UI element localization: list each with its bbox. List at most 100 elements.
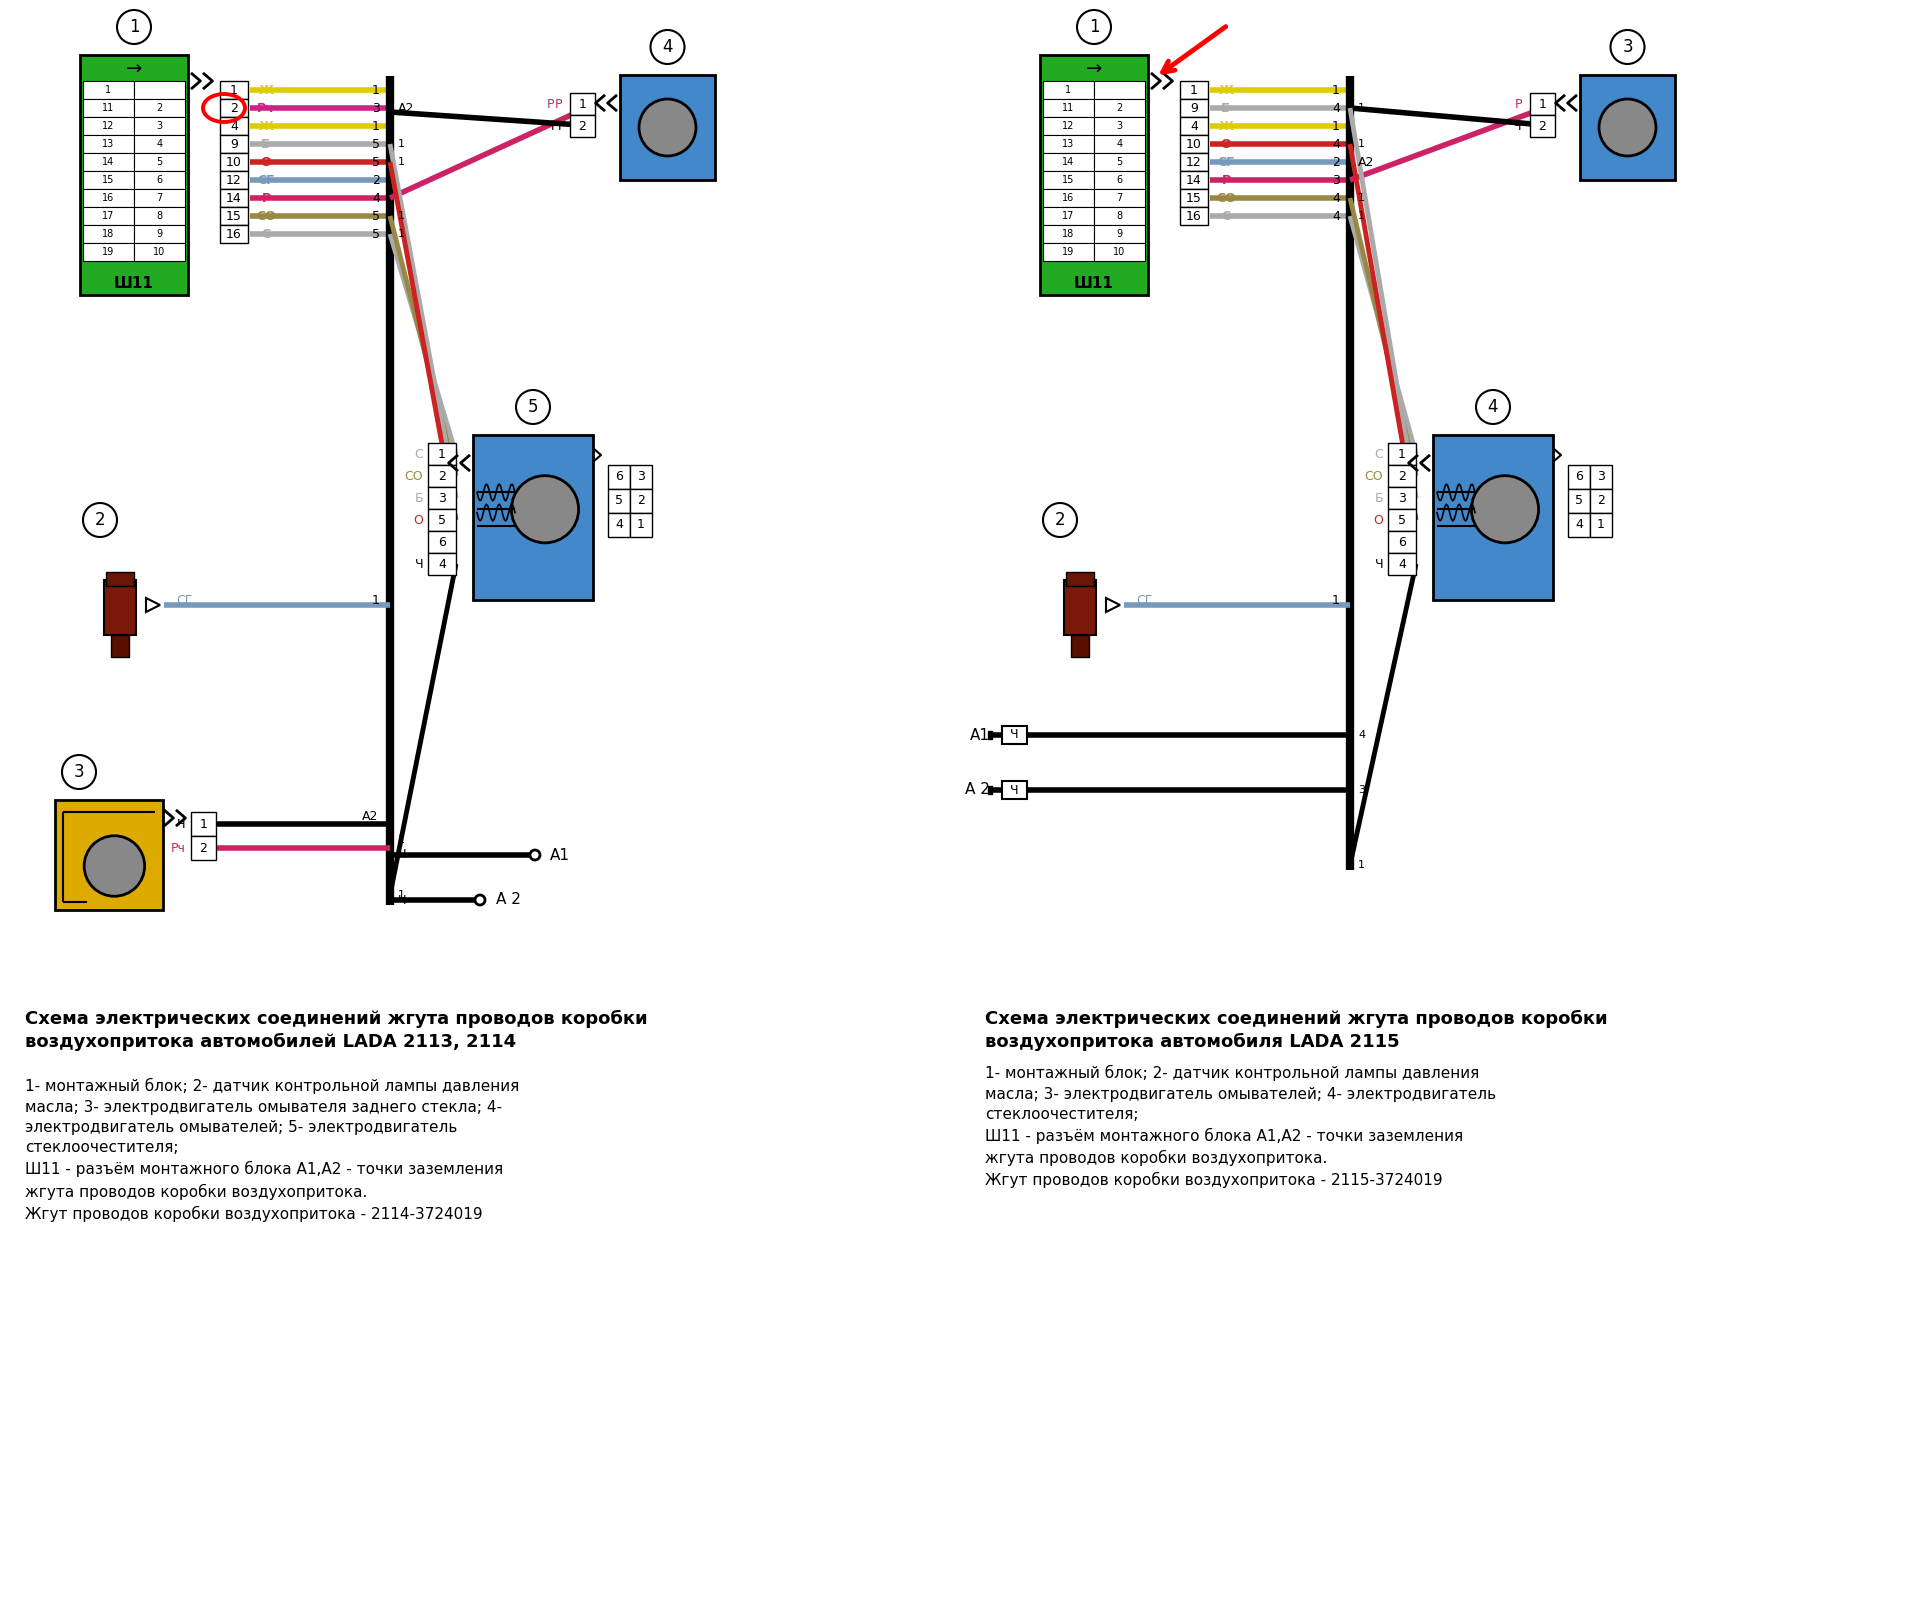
Bar <box>472 435 593 600</box>
Text: 12: 12 <box>227 174 242 187</box>
Text: Ч: Ч <box>545 120 555 133</box>
Text: 2: 2 <box>372 174 380 187</box>
Text: 16: 16 <box>102 193 115 203</box>
Bar <box>1388 531 1417 553</box>
Text: 1: 1 <box>200 817 207 830</box>
Text: 1: 1 <box>1357 860 1365 870</box>
Text: 3: 3 <box>1116 122 1123 131</box>
Bar <box>1094 154 1144 171</box>
Bar <box>221 117 248 134</box>
Bar <box>1043 117 1094 134</box>
Text: Ч: Ч <box>397 849 407 862</box>
Text: 1: 1 <box>372 593 380 606</box>
Text: 1: 1 <box>1357 211 1365 221</box>
Bar <box>428 488 457 508</box>
Bar <box>134 189 184 206</box>
Text: 1: 1 <box>106 85 111 94</box>
Bar <box>134 154 184 171</box>
Bar <box>221 99 248 117</box>
Text: 6: 6 <box>1116 174 1123 185</box>
Text: 3: 3 <box>1398 491 1405 505</box>
Bar <box>1388 553 1417 576</box>
Text: 13: 13 <box>1062 139 1075 149</box>
Text: 4: 4 <box>1332 138 1340 150</box>
Text: 17: 17 <box>1062 211 1075 221</box>
Bar <box>104 580 136 635</box>
Text: 6: 6 <box>438 536 445 548</box>
Text: 14: 14 <box>1062 157 1075 166</box>
Bar <box>134 82 184 99</box>
Bar <box>609 465 630 489</box>
Text: 9: 9 <box>1116 229 1123 238</box>
Bar <box>221 134 248 154</box>
Bar <box>1181 117 1208 134</box>
Text: 3: 3 <box>156 122 163 131</box>
Text: Ч: Ч <box>553 120 563 133</box>
Bar <box>1071 635 1089 657</box>
Text: 4: 4 <box>1332 209 1340 222</box>
Bar <box>83 134 134 154</box>
Text: О: О <box>261 155 271 168</box>
Text: СГ: СГ <box>177 593 192 606</box>
Text: 5: 5 <box>1116 157 1123 166</box>
Text: 5: 5 <box>372 138 380 150</box>
Text: 15: 15 <box>227 209 242 222</box>
Text: A2: A2 <box>1357 155 1375 168</box>
Bar <box>1580 75 1674 181</box>
Text: A2: A2 <box>361 809 378 822</box>
Text: О: О <box>1221 138 1231 150</box>
Text: 2: 2 <box>1538 120 1546 133</box>
Text: 2: 2 <box>578 120 586 133</box>
Text: СО: СО <box>1365 470 1382 483</box>
Text: 1: 1 <box>1332 593 1340 606</box>
Text: Ш11: Ш11 <box>113 275 154 291</box>
Bar <box>56 800 163 910</box>
Text: 10: 10 <box>1114 246 1125 257</box>
Text: СО: СО <box>405 470 422 483</box>
Text: 2: 2 <box>438 470 445 483</box>
Bar <box>1388 465 1417 488</box>
Bar <box>1530 93 1555 115</box>
Text: 1: 1 <box>1332 83 1340 96</box>
Text: 9: 9 <box>230 138 238 150</box>
Text: 4: 4 <box>614 518 622 531</box>
Bar <box>1181 134 1208 154</box>
Text: Ч: Ч <box>177 817 186 830</box>
Text: 4: 4 <box>372 192 380 205</box>
Text: 4: 4 <box>156 139 163 149</box>
Bar <box>221 189 248 206</box>
Bar <box>1590 513 1613 537</box>
Text: СО: СО <box>255 209 276 222</box>
Bar <box>1094 117 1144 134</box>
Text: 1: 1 <box>397 211 405 221</box>
Text: 2: 2 <box>94 512 106 529</box>
Bar <box>1094 99 1144 117</box>
Text: A 2: A 2 <box>966 782 991 798</box>
Bar <box>134 117 184 134</box>
Text: 5: 5 <box>438 513 445 526</box>
Bar <box>1569 513 1590 537</box>
Text: 1: 1 <box>637 518 645 531</box>
Text: 1: 1 <box>129 18 140 37</box>
Text: 2: 2 <box>637 494 645 507</box>
Text: 1: 1 <box>1538 98 1546 110</box>
Bar <box>1590 465 1613 489</box>
Bar <box>620 75 714 181</box>
Text: 2: 2 <box>1597 494 1605 507</box>
Text: Р: Р <box>1515 98 1523 110</box>
Bar <box>1181 189 1208 206</box>
Text: 6: 6 <box>156 174 163 185</box>
Text: 1: 1 <box>1066 85 1071 94</box>
Text: A 2: A 2 <box>495 892 520 908</box>
Bar <box>190 836 215 860</box>
Text: 7: 7 <box>1116 193 1123 203</box>
Text: 1: 1 <box>1357 139 1365 149</box>
Text: 16: 16 <box>1187 209 1202 222</box>
Bar <box>1094 206 1144 225</box>
Text: Ч: Ч <box>397 894 407 907</box>
Circle shape <box>1599 99 1655 157</box>
Bar <box>428 508 457 531</box>
Text: A1: A1 <box>970 728 991 742</box>
Text: Р: Р <box>547 98 553 110</box>
Bar <box>1388 488 1417 508</box>
